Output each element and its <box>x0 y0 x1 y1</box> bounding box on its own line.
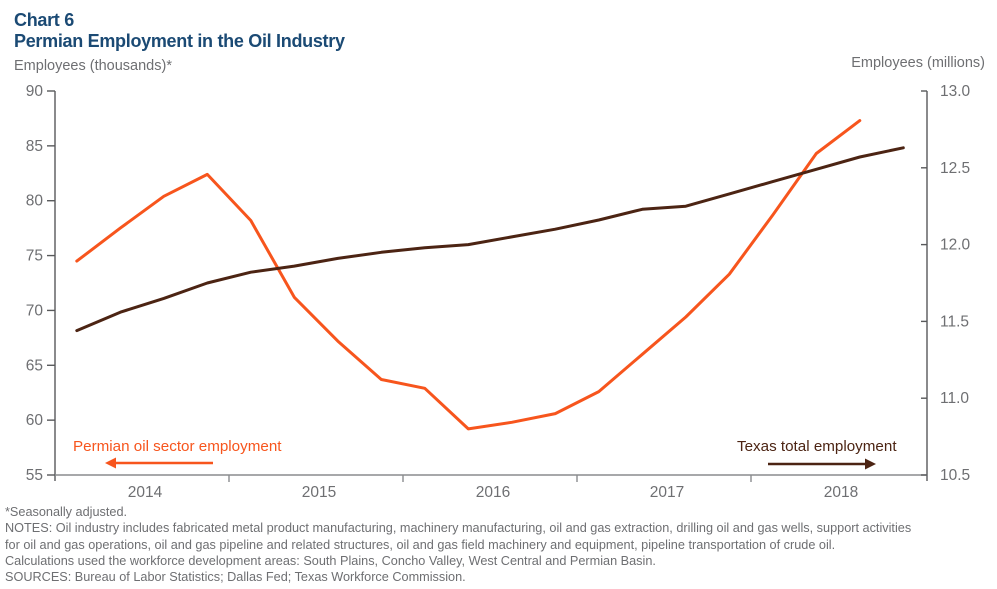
series-line-texas <box>75 146 905 333</box>
left-axis-tick-label: 90 <box>26 83 44 100</box>
right-axis-caption: Employees (millions) <box>851 55 985 71</box>
right-arrow-icon <box>865 458 876 470</box>
right-axis-tick-label: 13.0 <box>940 83 971 100</box>
right-axis-tick-label: 12.0 <box>940 237 971 254</box>
legend-label-permian: Permian oil sector employment <box>73 438 282 455</box>
x-axis-year-label: 2016 <box>476 484 510 501</box>
chart-number: Chart 6 <box>14 10 74 30</box>
left-axis-tick-label: 80 <box>26 193 44 210</box>
x-axis-year-label: 2017 <box>650 484 684 501</box>
left-axis-caption: Employees (thousands)* <box>14 58 172 74</box>
left-axis-tick-label: 85 <box>26 138 43 155</box>
page-title: Permian Employment in the Oil Industry <box>14 31 345 51</box>
x-axis-year-label: 2015 <box>302 484 336 501</box>
right-axis-tick-label: 11.5 <box>940 313 969 330</box>
chart-header: Chart 6 Permian Employment in the Oil In… <box>14 10 345 52</box>
employment-line-chart: 90 85 80 75 70 65 60 55 13.0 12.5 12.0 11.5 11.0 10.5… <box>26 83 971 501</box>
right-axis-tick-label: 11.0 <box>940 390 969 407</box>
left-axis-tick-label: 70 <box>26 302 44 319</box>
footnote-line: *Seasonally adjusted. <box>5 505 128 519</box>
left-axis-tick-label: 55 <box>26 467 43 484</box>
x-axis-year-label: 2018 <box>824 484 858 501</box>
left-axis-tick-label: 65 <box>26 357 43 374</box>
x-axis-year-label: 2014 <box>128 484 163 501</box>
left-axis-tick-label: 60 <box>26 412 44 429</box>
footnote-line: Calculations used the workforce developm… <box>5 553 656 568</box>
footnote-line: SOURCES: Bureau of Labor Statistics; Dal… <box>5 570 466 585</box>
series-line-permian <box>75 119 862 431</box>
footnote-line: NOTES: Oil industry includes fabricated … <box>5 521 912 536</box>
right-axis-tick-label: 12.5 <box>940 160 970 177</box>
legend-label-texas: Texas total employment <box>737 438 897 455</box>
footnote-line: for oil and gas operations, oil and gas … <box>5 537 836 552</box>
footnotes: *Seasonally adjusted. NOTES: Oil industr… <box>5 504 993 585</box>
right-axis-tick-label: 10.5 <box>940 467 970 484</box>
left-axis-tick-label: 75 <box>26 248 43 265</box>
left-arrow-icon <box>105 457 116 469</box>
